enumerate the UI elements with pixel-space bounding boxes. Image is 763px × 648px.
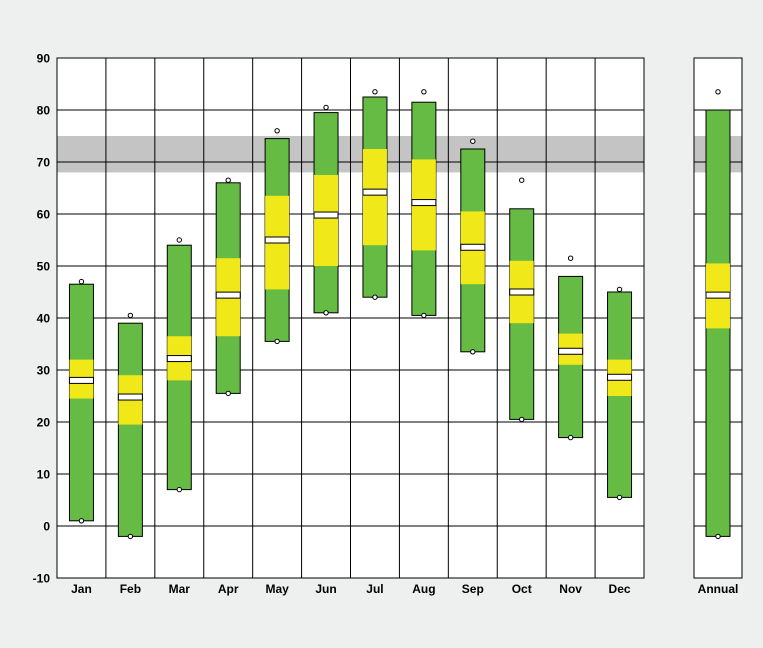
- record-low-point: [127, 533, 134, 540]
- record-high-point: [274, 128, 280, 134]
- record-low-point: [616, 494, 623, 501]
- x-tick-label: Dec: [609, 582, 631, 596]
- mean-marker: [166, 355, 192, 363]
- mean-marker: [607, 373, 633, 381]
- annual-record-low-point: [715, 533, 721, 540]
- x-tick-label: May: [265, 582, 289, 596]
- record-high-point: [78, 278, 85, 285]
- mean-marker: [460, 243, 486, 251]
- y-tick-label: 70: [37, 156, 51, 170]
- mean-marker: [558, 347, 584, 355]
- range-bar: [68, 283, 94, 522]
- record-low-point: [225, 390, 231, 397]
- x-tick-label: Feb: [120, 582, 141, 596]
- record-high-point: [225, 177, 231, 183]
- annual-plot-border: [693, 57, 743, 579]
- y-tick-label: 40: [37, 312, 51, 326]
- x-tick-label: Jul: [366, 582, 383, 596]
- y-tick-label: 90: [37, 52, 51, 66]
- mean-marker: [362, 188, 388, 196]
- y-tick-label: 80: [37, 104, 51, 118]
- mid-bar: [314, 175, 339, 266]
- x-tick-label: Sep: [462, 582, 484, 596]
- record-high-point: [372, 89, 378, 95]
- mid-bar: [362, 149, 387, 246]
- mean-marker: [68, 376, 94, 384]
- y-tick-label: 10: [37, 468, 51, 482]
- record-high-point: [176, 237, 182, 243]
- record-low-point: [274, 338, 280, 345]
- y-tick-label: 50: [37, 260, 51, 274]
- annual-mean-marker: [705, 291, 731, 299]
- record-high-point: [470, 138, 476, 144]
- record-high-point: [616, 286, 623, 293]
- mean-marker: [411, 199, 437, 207]
- y-tick-label: 20: [37, 416, 51, 430]
- y-tick-label: 30: [37, 364, 51, 378]
- x-tick-label: Aug: [412, 582, 435, 596]
- record-low-point: [176, 486, 182, 493]
- annual-x-tick-label: Annual: [698, 582, 739, 596]
- record-low-point: [78, 518, 85, 524]
- mean-marker: [117, 393, 143, 401]
- record-low-point: [470, 349, 476, 355]
- x-tick-label: Apr: [218, 582, 239, 596]
- x-tick-label: Mar: [169, 582, 191, 596]
- mean-marker: [215, 291, 241, 299]
- y-tick-label: 0: [43, 520, 50, 534]
- record-high-point: [323, 104, 329, 111]
- mean-marker: [313, 211, 339, 219]
- record-high-point: [421, 89, 427, 95]
- record-low-point: [323, 310, 329, 316]
- annual-record-high-point: [715, 89, 721, 95]
- x-tick-label: Oct: [512, 582, 532, 596]
- range-bar: [117, 322, 143, 537]
- x-tick-label: Jun: [315, 582, 336, 596]
- record-low-point: [519, 416, 525, 423]
- mean-marker: [264, 236, 290, 244]
- record-high-point: [567, 255, 574, 261]
- record-high-point: [519, 177, 525, 183]
- mean-marker: [509, 288, 535, 296]
- record-low-point: [372, 294, 378, 300]
- x-tick-label: Jan: [71, 582, 92, 596]
- plot-border: [56, 57, 645, 579]
- y-tick-label: -10: [33, 572, 51, 586]
- record-low-point: [567, 434, 574, 441]
- record-high-point: [127, 312, 134, 319]
- y-tick-label: 60: [37, 208, 51, 222]
- x-tick-label: Nov: [559, 582, 582, 596]
- record-low-point: [421, 312, 427, 319]
